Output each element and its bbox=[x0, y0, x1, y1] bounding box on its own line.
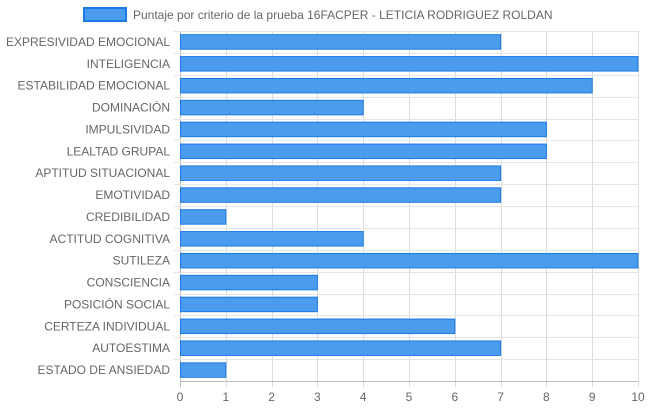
y-tick-label: INTELIGENCIA bbox=[87, 57, 170, 71]
bar[interactable] bbox=[180, 252, 639, 269]
x-tick-label: 3 bbox=[314, 390, 321, 404]
legend[interactable]: Puntaje por criterio de la prueba 16FACP… bbox=[83, 7, 553, 22]
y-tick-label: LEALTAD GRUPAL bbox=[67, 144, 171, 158]
bar[interactable] bbox=[180, 56, 639, 72]
y-tick-label: AUTOESTIMA bbox=[92, 341, 170, 355]
x-tick-label: 5 bbox=[406, 390, 413, 404]
y-axis-tick-labels: EXPRESIVIDAD EMOCIONAL INTELIGENCIA ESTABI… bbox=[6, 35, 170, 377]
bar[interactable] bbox=[180, 187, 502, 203]
x-tick-label: 0 bbox=[177, 390, 184, 404]
y-tick-label: POSICIÓN SOCIAL bbox=[64, 296, 170, 311]
y-tick-label: CERTEZA INDIVIDUAL bbox=[44, 319, 170, 333]
y-tick-label: EXPRESIVIDAD EMOCIONAL bbox=[6, 35, 170, 49]
bar[interactable] bbox=[180, 165, 502, 181]
bar[interactable] bbox=[180, 34, 502, 50]
x-tick-label: 6 bbox=[451, 390, 458, 404]
bar[interactable] bbox=[180, 143, 547, 160]
y-tick-label: ESTABILIDAD EMOCIONAL bbox=[18, 79, 171, 93]
y-tick-label: ACTITUD COGNITIVA bbox=[50, 232, 170, 246]
bar[interactable] bbox=[180, 318, 456, 335]
x-tick-label: 10 bbox=[631, 390, 645, 404]
bar[interactable] bbox=[180, 362, 227, 378]
x-tick-label: 1 bbox=[222, 390, 229, 404]
x-tick-label: 4 bbox=[360, 390, 367, 404]
bar[interactable] bbox=[180, 121, 547, 138]
bar[interactable] bbox=[180, 99, 364, 116]
x-tick-label: 8 bbox=[543, 390, 550, 404]
legend-swatch[interactable] bbox=[83, 7, 127, 22]
bar[interactable] bbox=[180, 296, 318, 313]
y-tick-label: DOMINACIÓN bbox=[92, 100, 170, 115]
bar[interactable] bbox=[180, 209, 227, 225]
y-tick-label: ESTADO DE ANSIEDAD bbox=[38, 363, 171, 377]
y-tick-label: EMOTIVIDAD bbox=[95, 188, 170, 202]
bar[interactable] bbox=[180, 77, 593, 94]
x-tick-label: 9 bbox=[589, 390, 596, 404]
legend-label[interactable]: Puntaje por criterio de la prueba 16FACP… bbox=[133, 8, 553, 22]
y-tick-label: APTITUD SITUACIONAL bbox=[35, 166, 170, 180]
x-tick-label: 7 bbox=[497, 390, 504, 404]
bars bbox=[180, 34, 639, 378]
x-tick-label: 2 bbox=[268, 390, 275, 404]
y-tick-label: IMPULSIVIDAD bbox=[85, 122, 170, 136]
bar[interactable] bbox=[180, 231, 364, 247]
x-axis-tick-labels: 0 1 2 3 4 5 6 7 8 9 10 bbox=[177, 390, 645, 404]
bar[interactable] bbox=[180, 340, 502, 356]
bar[interactable] bbox=[180, 274, 318, 291]
y-tick-label: SUTILEZA bbox=[113, 254, 170, 268]
y-tick-label: CONSCIENCIA bbox=[87, 276, 170, 290]
y-tick-label: CREDIBILIDAD bbox=[86, 210, 170, 224]
